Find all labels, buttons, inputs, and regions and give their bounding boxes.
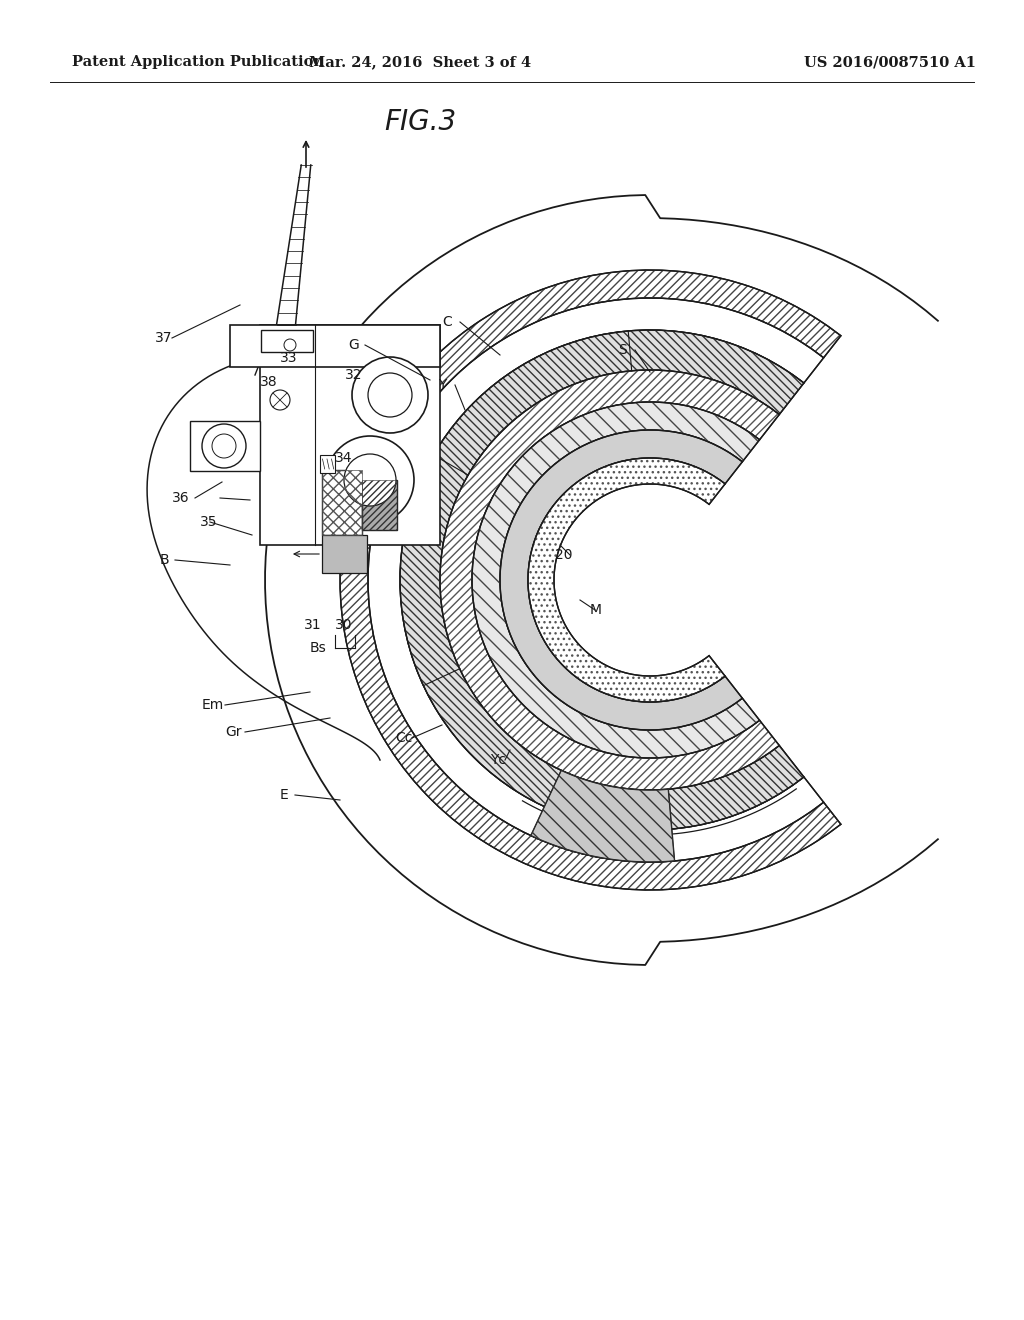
Bar bbox=[322, 470, 362, 535]
Text: 36: 36 bbox=[172, 491, 189, 506]
Text: FIG.3: FIG.3 bbox=[384, 108, 456, 136]
Text: 32: 32 bbox=[345, 368, 362, 381]
Text: 20: 20 bbox=[555, 548, 572, 562]
Text: B: B bbox=[160, 553, 170, 568]
Polygon shape bbox=[368, 298, 823, 862]
Polygon shape bbox=[400, 330, 804, 830]
Text: Cc: Cc bbox=[395, 731, 413, 744]
Circle shape bbox=[344, 454, 396, 506]
Circle shape bbox=[270, 389, 290, 411]
Text: Yc: Yc bbox=[490, 752, 506, 767]
Polygon shape bbox=[528, 458, 725, 702]
Text: 38: 38 bbox=[260, 375, 278, 389]
Circle shape bbox=[352, 356, 428, 433]
Text: 34: 34 bbox=[335, 451, 352, 465]
Bar bbox=[190, 421, 260, 471]
Text: Patent Application Publication: Patent Application Publication bbox=[72, 55, 324, 69]
Circle shape bbox=[326, 436, 414, 524]
Text: Bs: Bs bbox=[310, 642, 327, 655]
Polygon shape bbox=[500, 430, 742, 730]
Polygon shape bbox=[440, 370, 779, 789]
Text: E: E bbox=[280, 788, 289, 803]
Text: Y: Y bbox=[438, 378, 446, 392]
Text: Em: Em bbox=[202, 698, 224, 711]
Bar bbox=[362, 480, 397, 531]
Bar bbox=[322, 535, 367, 573]
Polygon shape bbox=[340, 271, 841, 890]
Circle shape bbox=[368, 374, 412, 417]
Text: 30: 30 bbox=[335, 618, 352, 632]
Text: S: S bbox=[618, 343, 627, 356]
Text: 31: 31 bbox=[304, 618, 322, 632]
Bar bbox=[362, 480, 397, 531]
Bar bbox=[260, 325, 440, 545]
Bar bbox=[230, 325, 440, 367]
Text: C: C bbox=[442, 315, 452, 329]
Circle shape bbox=[284, 339, 296, 351]
Text: Gr: Gr bbox=[225, 725, 242, 739]
Bar bbox=[322, 470, 362, 535]
Text: 33: 33 bbox=[280, 351, 298, 366]
Bar bbox=[261, 330, 313, 352]
Text: 37: 37 bbox=[155, 331, 172, 345]
Polygon shape bbox=[530, 771, 675, 862]
Text: M: M bbox=[590, 603, 602, 616]
Text: 35: 35 bbox=[200, 515, 217, 529]
Text: US 2016/0087510 A1: US 2016/0087510 A1 bbox=[804, 55, 976, 69]
Text: Mar. 24, 2016  Sheet 3 of 4: Mar. 24, 2016 Sheet 3 of 4 bbox=[309, 55, 531, 69]
Circle shape bbox=[212, 434, 236, 458]
Circle shape bbox=[202, 424, 246, 469]
Text: G: G bbox=[348, 338, 358, 352]
Polygon shape bbox=[472, 403, 760, 758]
Bar bbox=[319, 455, 335, 473]
